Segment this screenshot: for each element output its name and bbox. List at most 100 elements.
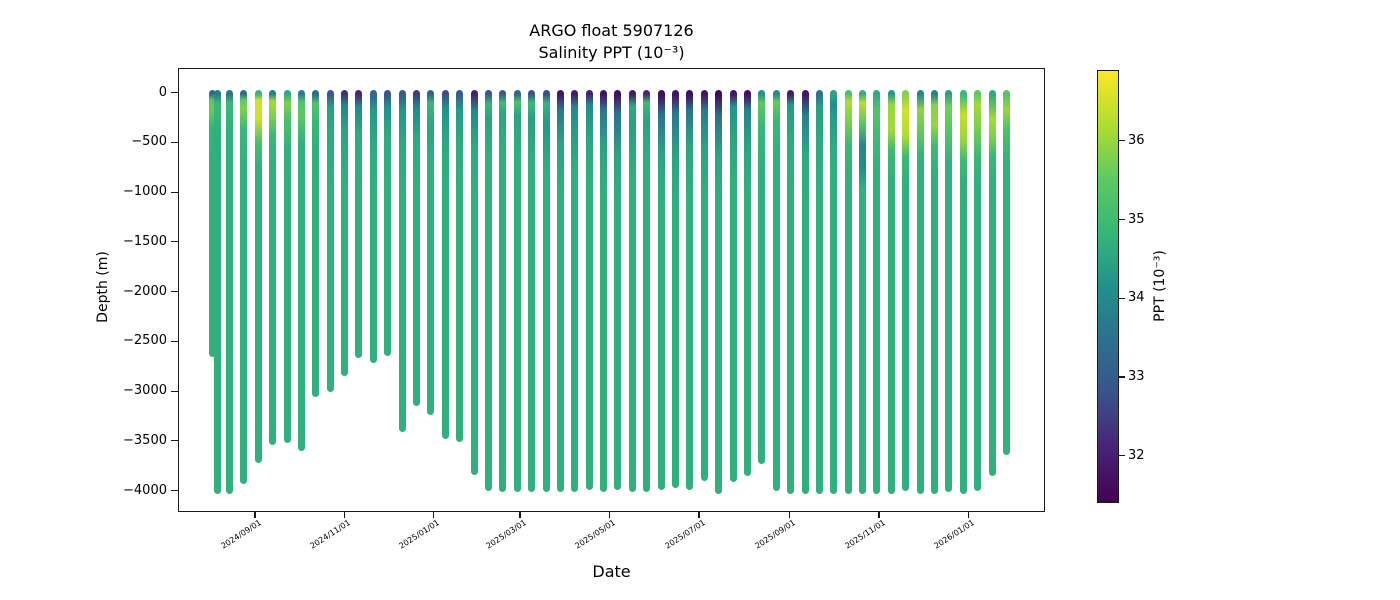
colorbar-tick-mark <box>1119 140 1125 142</box>
x-tick-mark <box>698 512 700 518</box>
profile-bar <box>456 89 464 443</box>
x-tick-label: 2025/03/01 <box>484 518 528 551</box>
profile-bar <box>499 89 507 493</box>
profile-bar <box>902 89 910 492</box>
y-tick-label: −3500 <box>123 432 167 448</box>
profile-bar <box>988 89 996 477</box>
x-tick-label: 2025/01/01 <box>397 518 442 551</box>
profile-bar <box>600 89 607 493</box>
x-tick-label: 2025/11/01 <box>843 518 887 551</box>
profile-bar <box>758 89 766 465</box>
profile-bar <box>787 89 795 495</box>
x-tick-mark <box>788 512 791 518</box>
profile-bar <box>269 89 277 446</box>
profile-bar <box>887 89 895 495</box>
profile-bar <box>873 89 881 495</box>
y-tick-mark <box>171 191 178 193</box>
colorbar-tick-label: 34 <box>1128 290 1145 306</box>
profile-bar <box>672 89 679 489</box>
y-tick-mark <box>171 490 178 492</box>
profile-bar <box>916 89 924 495</box>
y-tick-label: −500 <box>131 134 167 150</box>
x-tick-mark <box>432 512 435 518</box>
profile-bar <box>859 89 866 495</box>
x-tick-mark <box>608 512 611 518</box>
profile-bar <box>657 89 665 491</box>
y-tick-label: −2500 <box>123 333 167 349</box>
colorbar-tick-mark <box>1119 376 1125 378</box>
profile-bar <box>413 89 420 406</box>
colorbar-tick-label: 36 <box>1128 132 1145 148</box>
colorbar-tick-mark <box>1119 455 1125 457</box>
colorbar-label: PPT (10⁻³) <box>1152 250 1168 322</box>
profile-bar <box>643 89 651 493</box>
profile-bar <box>369 89 377 363</box>
profile-bar <box>528 89 536 493</box>
y-tick-mark <box>171 92 178 94</box>
x-tick-mark <box>967 512 970 518</box>
y-tick-label: −2000 <box>123 283 167 299</box>
x-tick-mark <box>519 512 521 518</box>
profile-bar <box>441 89 449 440</box>
profile-bar <box>355 89 363 358</box>
colorbar <box>1097 70 1119 503</box>
x-axis-label: Date <box>592 562 631 581</box>
profile-bar <box>801 89 809 495</box>
profile-bar <box>398 89 406 433</box>
profile-bar <box>743 89 751 477</box>
y-axis-label: Depth (m) <box>95 251 111 323</box>
profile-bar <box>700 89 708 482</box>
colorbar-tick-mark <box>1119 218 1125 221</box>
y-tick-mark <box>171 241 178 243</box>
colorbar-tick-label: 33 <box>1128 369 1145 385</box>
profile-bar <box>384 89 392 356</box>
profile-bar <box>513 89 521 493</box>
chart-title: ARGO float 5907126 <box>529 21 694 40</box>
colorbar-tick-label: 32 <box>1128 447 1145 463</box>
profile-bar <box>959 89 967 495</box>
colorbar-tick-label: 35 <box>1128 211 1145 227</box>
x-tick-mark <box>254 512 256 518</box>
x-tick-label: 2025/05/01 <box>573 518 618 551</box>
profile-bar <box>326 89 334 392</box>
profile-bar <box>542 89 550 493</box>
y-tick-label: −4000 <box>123 482 167 498</box>
y-tick-label: −1000 <box>123 184 167 200</box>
profile-bar <box>254 89 262 464</box>
profile-bar <box>945 89 953 493</box>
profile-bar <box>628 89 636 493</box>
profile-bar <box>715 89 723 495</box>
profile-bar <box>686 89 694 491</box>
y-tick-label: −3000 <box>123 383 167 399</box>
profile-bar <box>729 89 737 483</box>
x-tick-mark <box>878 512 880 518</box>
y-tick-label: −1500 <box>123 233 167 249</box>
profile-bar <box>614 89 622 491</box>
profile-bar <box>209 89 216 357</box>
profile-bar <box>484 89 492 492</box>
profile-bar <box>312 89 320 397</box>
y-tick-mark <box>171 390 178 392</box>
profile-bar <box>931 89 938 495</box>
plot-area <box>178 68 1045 512</box>
x-tick-label: 2025/07/01 <box>663 518 707 551</box>
x-tick-label: 2024/11/01 <box>308 518 353 551</box>
colorbar-tick-mark <box>1119 297 1125 299</box>
chart-subtitle: Salinity PPT (10⁻³) <box>538 43 685 62</box>
profile-bar <box>571 89 579 493</box>
profile-bar <box>297 89 305 452</box>
y-tick-mark <box>171 291 178 293</box>
profile-bar <box>815 89 823 495</box>
x-tick-label: 2025/09/01 <box>753 518 798 551</box>
profile-bar <box>283 89 291 444</box>
profile-bar <box>470 89 478 476</box>
profile-bar <box>585 89 593 491</box>
profile-bar <box>240 89 248 485</box>
y-tick-mark <box>171 141 178 143</box>
y-tick-mark <box>171 440 178 442</box>
profile-bar <box>844 89 852 495</box>
profile-bar <box>830 89 838 495</box>
profile-bar <box>213 89 221 495</box>
y-tick-mark <box>171 340 178 342</box>
